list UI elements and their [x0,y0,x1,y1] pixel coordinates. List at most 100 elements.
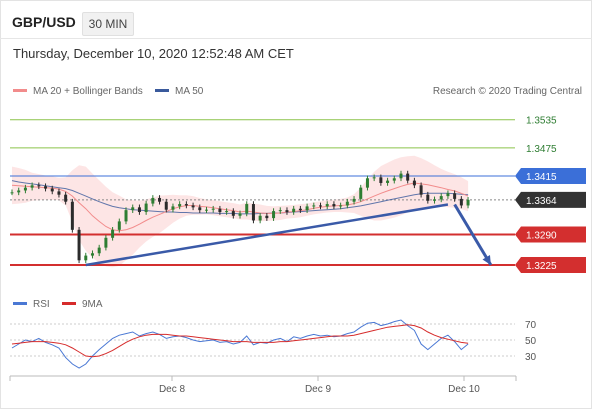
level-label-1.3290: 1.3290 [526,231,557,242]
legend-9ma-label: 9MA [82,299,103,310]
candle-body [30,185,34,188]
x-tick-label: Dec 10 [448,384,480,395]
legend-swatch-ma20 [13,89,27,92]
rsi-tick-label: 30 [525,352,537,363]
candle-body [131,207,135,211]
timeframe-button[interactable]: 30 MIN [82,12,134,36]
candle-body [50,188,54,192]
candle-body [245,204,249,214]
candle-body [204,209,208,211]
candle-body [10,192,14,194]
level-tag-1.3225 [515,256,586,273]
candle-body [70,201,74,230]
candle-body [459,198,463,206]
candle-body [111,229,115,238]
candle-body [319,205,323,207]
candle-body [439,196,443,200]
candle-body [345,201,349,206]
candle-body [231,211,235,216]
candle-body [305,206,309,211]
level-tag-1.3364 [515,191,586,208]
level-label-1.3415: 1.3415 [526,172,557,183]
candle-body [419,185,423,195]
candle-body [198,207,202,211]
candle-body [339,205,343,207]
candle-body [292,208,296,213]
candle-body [23,187,27,191]
symbol-label: GBP/USD [12,14,76,30]
candle-body [171,206,175,210]
price-plot: 1.3535 1.3475 1.3415 1.3364 1.3290 1.3225 [10,116,586,273]
candle-body [365,178,369,188]
support-trendline [85,203,449,267]
level-label-1.3364: 1.3364 [526,196,557,207]
candle-body [433,199,437,201]
top-bar: GBP/USD 30 MIN [0,0,592,39]
candle-body [97,247,101,254]
candle-body [412,180,416,186]
candle-body [144,203,148,213]
forecast-arrow-head [482,255,491,265]
copyright-label: Research © 2020 Trading Central [433,86,582,97]
candle-body [446,193,450,197]
x-tick-label: Dec 9 [305,384,332,395]
datetime-label: Thursday, December 10, 2020 12:52:48 AM … [13,46,294,61]
candle-body [453,193,457,199]
candle-body [325,204,329,207]
legend-swatch-9ma [62,302,76,305]
candle-body [17,190,21,193]
candle-body [211,208,215,210]
candle-body [218,208,222,213]
candle-body [158,197,162,202]
rsi-plot: 70 50 30 [10,319,537,369]
level-tag-1.3415 [515,167,586,184]
candle-body [104,237,108,248]
legend-ma20-label: MA 20 + Bollinger Bands [33,86,143,97]
candle-body [184,204,188,206]
legend-ma50-label: MA 50 [175,86,204,97]
rsi-tick-label: 50 [525,336,537,347]
candle-body [84,255,88,261]
candle-body [359,187,363,199]
candle-body [285,210,289,213]
candle-body [272,211,276,219]
candle-body [278,210,282,212]
candle-body [44,186,48,189]
candle-body [37,185,41,187]
candle-body [164,201,168,210]
candle-body [117,221,121,230]
candle-body [57,191,61,195]
candle-body [312,205,316,207]
legend-swatch-ma50 [155,89,169,92]
candle-body [352,198,356,202]
candle-body [426,194,430,201]
candle-body [178,204,182,207]
x-tick-label: Dec 8 [159,384,186,395]
level-label-1.3225: 1.3225 [526,261,557,272]
candle-body [265,215,269,219]
candle-body [298,208,302,211]
candle-body [379,177,383,183]
level-label-1.3475: 1.3475 [526,144,557,155]
level-label-1.3535: 1.3535 [526,116,557,127]
rsi-tick-label: 70 [525,320,537,331]
candle-body [406,173,410,181]
forecast-arrow-shaft [453,203,493,266]
candle-body [137,207,141,213]
level-tag-1.3290 [515,226,586,243]
candle-body [77,229,81,261]
candle-body [466,199,470,206]
candle-body [372,177,376,179]
candle-body [64,194,68,202]
legend-swatch-rsi [13,302,27,305]
legend-rsi-label: RSI [33,299,50,310]
candle-body [238,213,242,216]
x-axis: Dec 8 Dec 9 Dec 10 [9,376,517,395]
candle-body [392,178,396,181]
candle-body [258,215,262,221]
rsi-line [11,319,469,369]
candle-body [124,210,128,222]
candle-body [332,204,336,207]
candle-body [251,204,255,221]
